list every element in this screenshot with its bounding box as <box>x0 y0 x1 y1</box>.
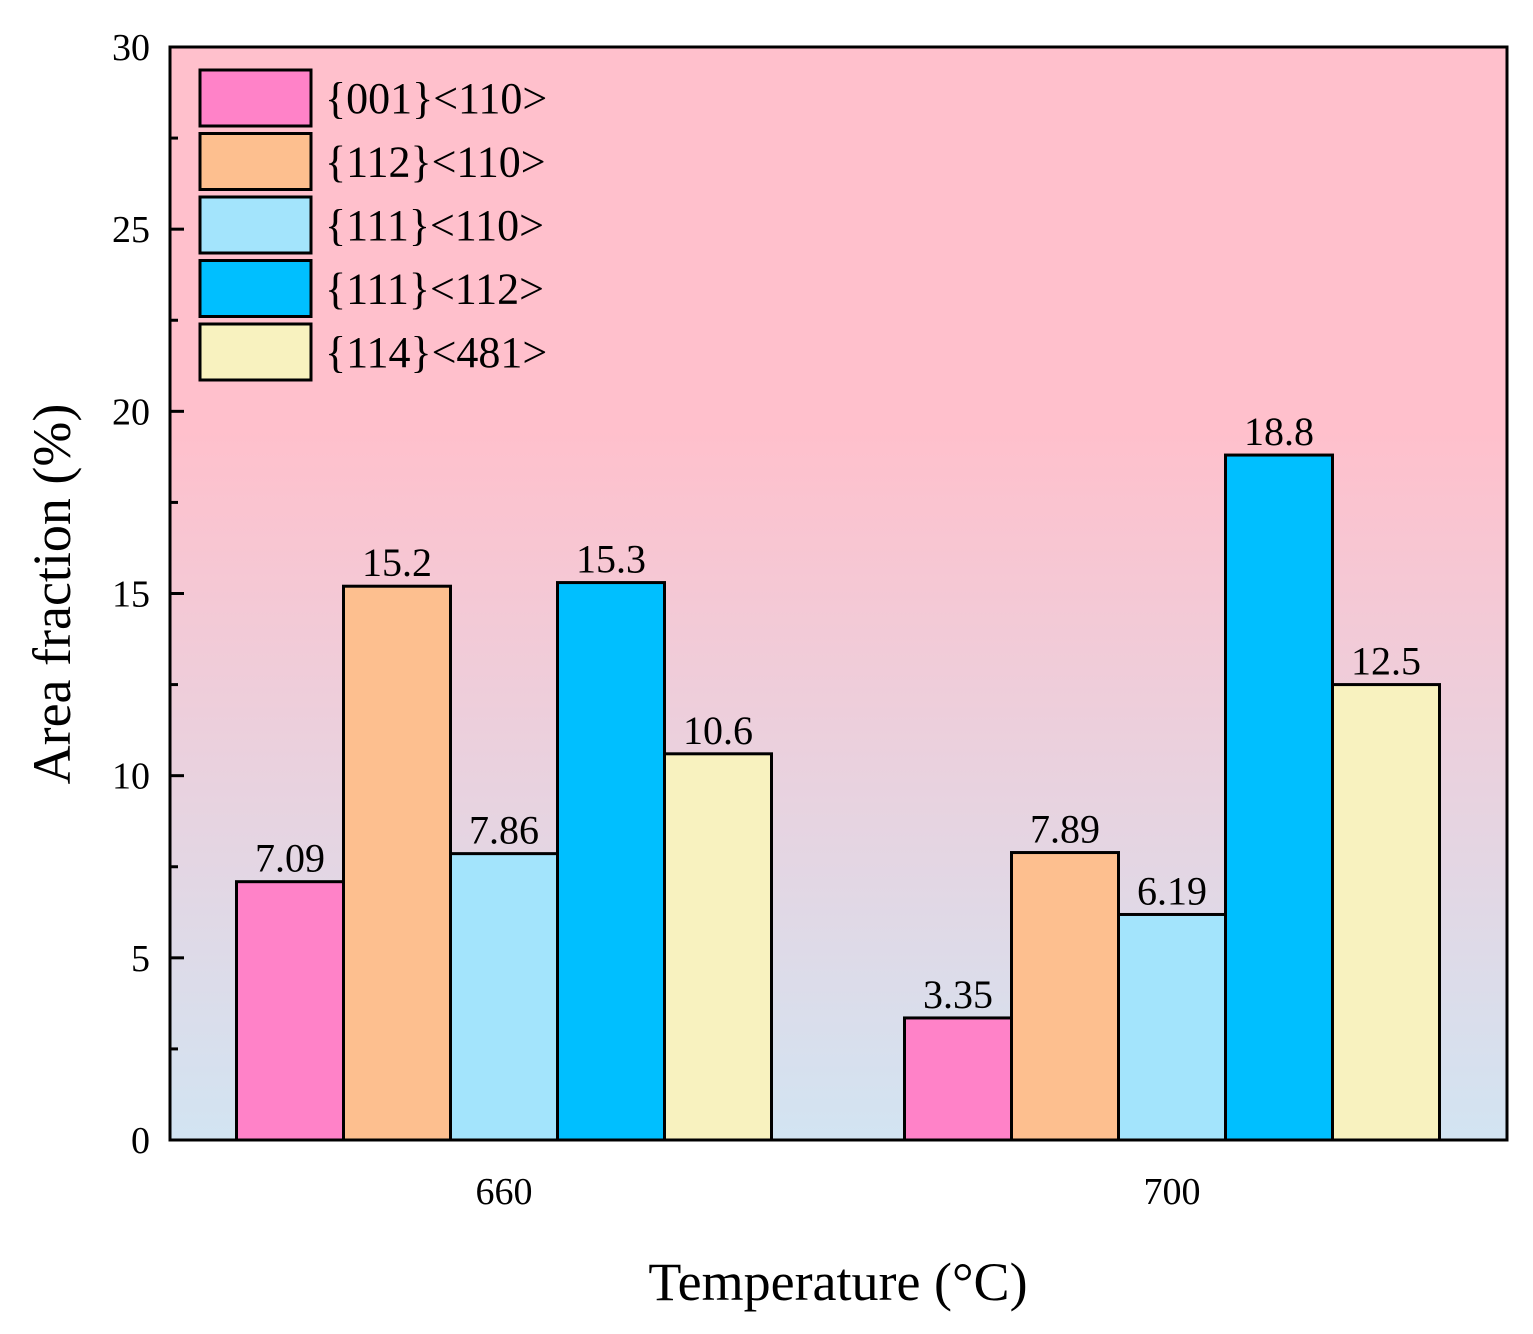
bar-700-series-4 <box>1224 453 1334 1142</box>
bar-660-series-2 <box>342 584 452 1142</box>
x-axis-title: Temperature (°C) <box>648 1252 1027 1312</box>
y-tick-label: 30 <box>112 27 150 69</box>
data-labels-layer: 7.09 15.2 7.86 15.3 10.6 3.35 7.89 6.19 18.8 12.5 <box>255 409 1421 1017</box>
bar-700-series-2 <box>1010 851 1120 1142</box>
data-label-660-series-2: 15.2 <box>362 540 432 585</box>
legend-label-3: {111}<110> <box>325 201 544 250</box>
bar-660-series-5 <box>663 752 773 1142</box>
bar-700-series-3 <box>1117 912 1227 1142</box>
bar-700-series-5 <box>1331 683 1441 1142</box>
legend-label-1: {001}<110> <box>325 74 547 123</box>
y-axis: 0 5 10 15 20 25 30 <box>112 27 184 1162</box>
data-label-660-series-3: 7.86 <box>469 808 539 853</box>
bar-660-series-3 <box>449 852 559 1142</box>
data-label-660-series-4: 15.3 <box>576 537 646 582</box>
bar-660-series-4 <box>556 581 666 1142</box>
legend-label-4: {111}<112> <box>325 265 544 314</box>
y-axis-title: Area fraction (%) <box>22 404 82 785</box>
plot-frame <box>168 45 1509 1142</box>
data-label-660-series-1: 7.09 <box>255 836 325 881</box>
data-label-700-series-1: 3.35 <box>923 972 993 1017</box>
data-label-700-series-2: 7.89 <box>1030 807 1100 852</box>
legend-swatch-5 <box>198 322 313 382</box>
data-label-660-series-5: 10.6 <box>683 708 753 753</box>
legend-swatch-3 <box>198 195 313 255</box>
y-tick-label: 5 <box>131 938 150 980</box>
legend-label-5: {114}<481> <box>325 328 547 377</box>
x-axis: 660 700 <box>476 1171 1201 1213</box>
bar-700-series-1 <box>903 1016 1013 1142</box>
y-tick-label: 0 <box>131 1120 150 1162</box>
legend-swatch-4 <box>198 259 313 318</box>
bar-660-series-1 <box>235 880 345 1142</box>
x-tick-label-700: 700 <box>1144 1171 1201 1213</box>
x-tick-label-660: 660 <box>476 1171 533 1213</box>
data-label-700-series-3: 6.19 <box>1137 868 1207 913</box>
bars-layer <box>235 453 1441 1142</box>
data-label-700-series-5: 12.5 <box>1351 639 1421 684</box>
y-tick-label: 10 <box>112 756 150 798</box>
y-tick-label: 15 <box>112 574 150 616</box>
legend-label-2: {112}<110> <box>325 138 546 187</box>
y-tick-label: 20 <box>112 391 150 433</box>
data-label-700-series-4: 18.8 <box>1244 409 1314 454</box>
legend: {001}<110> {112}<110> {111}<110> {111}<112>… <box>198 68 547 382</box>
legend-swatch-2 <box>198 132 313 191</box>
y-tick-label: 25 <box>112 209 150 251</box>
legend-swatch-1 <box>198 68 313 128</box>
